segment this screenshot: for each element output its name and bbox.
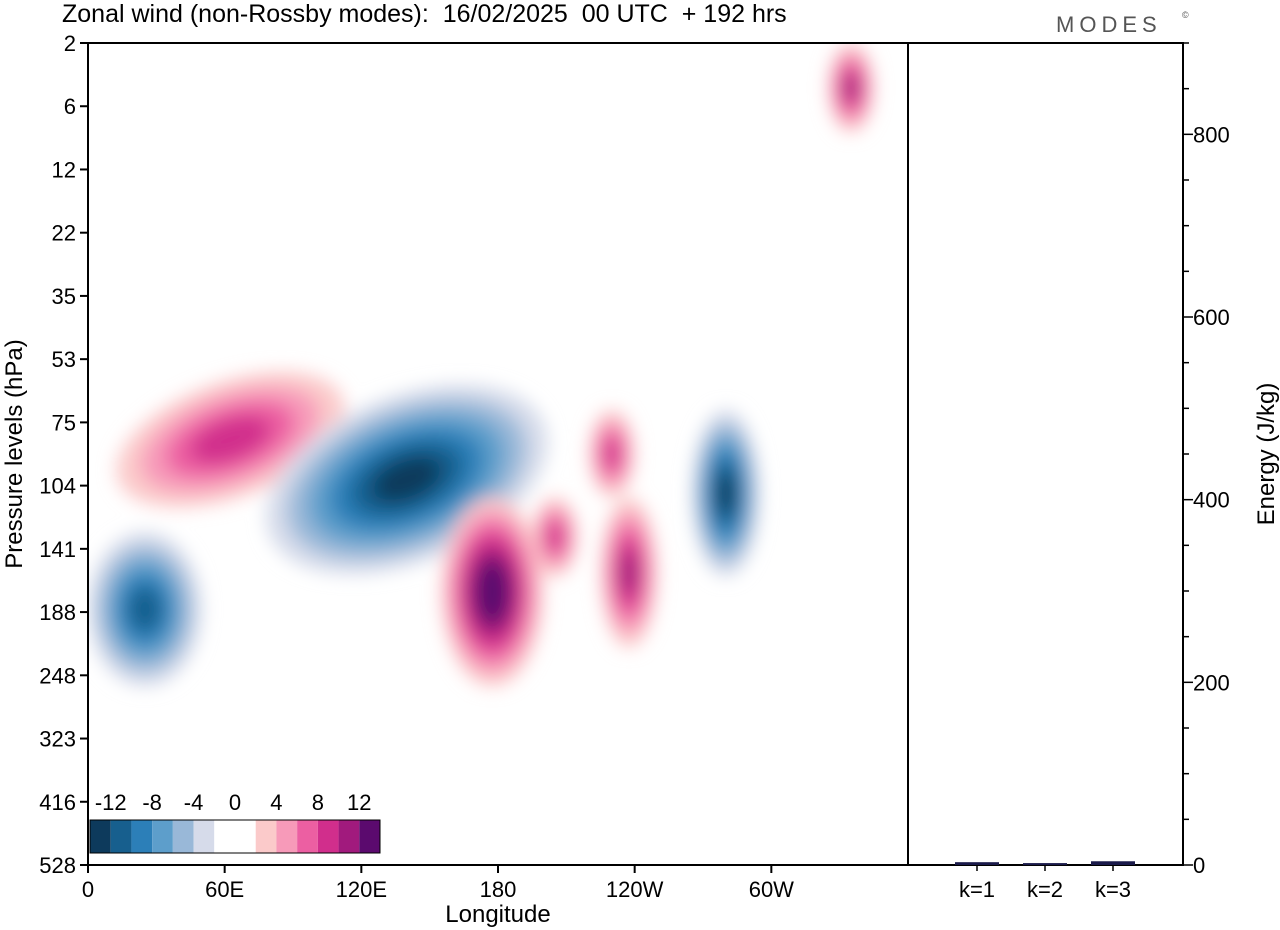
y-axis-label: Pressure levels (hPa) [1,339,28,568]
y-tick-label: 35 [52,284,76,309]
colorbar-swatch [110,820,132,853]
colorbar-swatch [235,820,256,853]
feature-8 [828,43,874,133]
contour-8-5 [844,74,858,101]
energy-tick-label: 800 [1193,122,1230,147]
chart-title: Zonal wind (non-Rossby modes): 16/02/202… [62,0,787,28]
y-tick-label: 75 [52,410,76,435]
energy-tick-label: 0 [1193,853,1205,878]
y-tick-label: 22 [52,221,76,246]
contour-5-5 [620,551,638,595]
colorbar-swatch [276,820,298,853]
y-tick-label: 2 [64,31,76,56]
feature-7 [691,409,760,577]
x-tick-label: 180 [480,877,517,902]
energy-category-label: k=3 [1095,877,1131,902]
y-tick-label: 416 [39,790,76,815]
energy-axis-label: Energy (J/kg) [1253,383,1280,526]
colorbar-swatch [214,820,235,853]
contour-4-4 [547,523,563,551]
energy-tick-label: 200 [1193,670,1230,695]
colorbar-frame [89,819,381,854]
colorbar-label: 12 [347,790,371,815]
contour-3-7 [481,572,504,612]
contour-1-6 [372,456,442,503]
colorbar-swatch [338,820,360,853]
x-axis: 0 60E 120E 180 120W 60W [82,865,794,902]
colorbar-swatch [131,820,153,853]
x-tick-label: 0 [82,877,94,902]
wind-field [88,43,874,687]
y-tick-label: 248 [39,663,76,688]
x-tick-label: 60E [205,877,244,902]
colorbar-swatch [152,820,173,853]
energy-bar [1023,863,1067,866]
y-tick-label: 104 [39,474,76,499]
feature-2 [88,531,202,687]
x-tick-label: 60W [749,877,794,902]
logo-copyright-mark: © [1182,10,1189,20]
x-axis-label: Longitude [445,901,550,928]
colorbar-label: -8 [142,790,162,815]
colorbar-swatch [90,820,111,853]
y-tick-label: 528 [39,853,76,878]
contour-2-5 [128,587,162,632]
colorbar-swatch [297,820,318,853]
energy-tick-label: 600 [1193,305,1230,330]
energy-axis: 0 200 400 600 800 [1183,42,1230,878]
x-tick-label: 120E [336,877,387,902]
colorbar-swatch [317,820,339,853]
contour-0-4 [190,415,271,464]
feature-3 [441,497,544,687]
feature-4 [532,497,578,577]
y-tick-label: 12 [52,157,76,182]
colorbar-swatch [193,820,215,853]
colorbar-swatch [359,820,380,853]
feature-5 [600,497,658,648]
y-tick-label: 188 [39,600,76,625]
energy-category-label: k=2 [1027,877,1063,902]
energy-bar [1091,861,1135,865]
colorbar-label: 0 [229,790,241,815]
energy-bar [955,862,999,865]
contour-6-4 [603,438,620,469]
x-tick-label: 120W [606,877,664,902]
contour-layers [88,43,874,687]
heatmap-panel: 0 60E 120E 180 120W 60W 2 6 12 22 35 53 75 104 141 188… [1,31,909,928]
contour-7-6 [717,473,735,514]
colorbar-label: 8 [312,790,324,815]
y-axis: 2 6 12 22 35 53 75 104 141 188 248 323 416 528 [39,31,88,878]
energy-category-label: k=1 [959,877,995,902]
y-tick-label: 53 [52,347,76,372]
colorbar: -12 -8 -4 0 4 8 12 [89,790,381,854]
feature-6 [589,409,635,498]
colorbar-label: -12 [95,790,127,815]
y-tick-label: 323 [39,727,76,752]
colorbar-swatch [172,820,194,853]
colorbar-label: 4 [270,790,282,815]
energy-bars: k=1 k=2 k=3 [955,861,1135,902]
modes-logo: MODES [1056,12,1162,37]
energy-tick-label: 400 [1193,488,1230,513]
colorbar-label: -4 [184,790,204,815]
y-tick-label: 6 [64,94,76,119]
energy-panel: k=1 k=2 k=3 0 200 400 600 800 Energy (J/kg) [907,42,1280,902]
colorbar-swatch [255,820,277,853]
y-tick-label: 141 [39,537,76,562]
energy-frame [907,42,1184,866]
